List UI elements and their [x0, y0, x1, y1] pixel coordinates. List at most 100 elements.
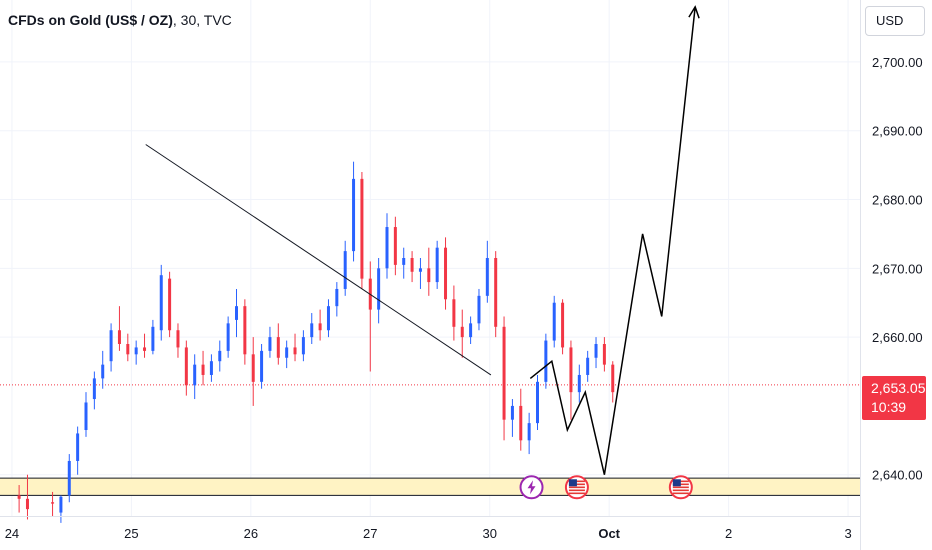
last-price-label: 2,653.05 10:39 [862, 376, 926, 420]
candle [494, 251, 498, 338]
candle [536, 374, 539, 430]
last-price-value: 2,653.05 [871, 380, 926, 396]
flag-canton [568, 479, 577, 487]
candle [577, 364, 581, 403]
candle [226, 316, 230, 358]
candle-body [76, 433, 80, 461]
time-tick-label: 30 [482, 526, 496, 541]
candle [519, 388, 523, 451]
price-axis[interactable]: 2,700.00 2,690.00 2,680.00 2,670.00 2,660.00… [872, 55, 923, 483]
candle [343, 240, 347, 296]
candle [143, 333, 147, 358]
lightning-event-icon[interactable] [519, 475, 544, 500]
candle-body [218, 350, 222, 362]
time-axis[interactable]: 24 25 26 27 30 Oct 2 3 [5, 526, 852, 541]
candle [276, 323, 280, 365]
candle [352, 161, 356, 262]
candle [368, 261, 372, 372]
time-tick-label: 3 [844, 526, 851, 541]
candle-body [168, 278, 172, 331]
candle-body [293, 347, 297, 355]
candle-body [201, 364, 205, 375]
candle-body [360, 178, 364, 279]
candle-body [209, 361, 213, 375]
candle [59, 495, 63, 523]
bar-countdown: 10:39 [871, 399, 907, 415]
candle-body [193, 364, 197, 386]
candle [569, 340, 573, 420]
candle [586, 350, 590, 382]
us-flag-event-icon[interactable] [564, 475, 589, 500]
candle-body [301, 337, 305, 355]
flag-canton [672, 479, 681, 487]
event-markers [519, 475, 693, 500]
candle-body [510, 405, 514, 420]
currency-button[interactable]: USD [865, 6, 925, 36]
candle-body [343, 251, 347, 289]
candle [444, 237, 448, 310]
candle [427, 247, 431, 296]
candle-body [285, 347, 289, 358]
candle-body [594, 344, 598, 358]
candle-body [519, 405, 523, 441]
candle-body [318, 323, 322, 331]
price-tick-label: 2,680.00 [872, 193, 923, 208]
candle [385, 213, 389, 279]
candle [477, 288, 481, 331]
time-tick-label: 25 [124, 526, 138, 541]
flag-stripe [672, 489, 689, 492]
candle [17, 485, 21, 513]
candle-body [402, 258, 406, 265]
candle [193, 354, 197, 400]
us-flag-event-icon[interactable] [668, 475, 693, 500]
symbol-name: CFDs on Gold (US$ / OZ) [8, 12, 173, 28]
descending-trendline[interactable] [145, 144, 492, 376]
candle-body [385, 227, 389, 269]
flag-stripe [568, 489, 585, 492]
time-tick-label: 24 [5, 526, 19, 541]
candle [318, 309, 322, 341]
candle [502, 316, 506, 441]
candle [51, 491, 55, 516]
candle-body [410, 258, 414, 272]
candle-body [126, 344, 130, 355]
candle-body [176, 330, 180, 348]
candle-body [602, 344, 606, 365]
candle-body [393, 227, 397, 265]
candle-body [460, 326, 464, 338]
candle [485, 240, 489, 303]
candle-body [485, 258, 489, 296]
price-tick-label: 2,640.00 [872, 468, 923, 483]
candle-body [310, 323, 314, 338]
candle [235, 288, 238, 338]
candle [151, 319, 155, 355]
candle-body [586, 357, 590, 375]
projection-path[interactable] [529, 6, 696, 475]
candle-body [569, 347, 573, 393]
candle-body [494, 258, 498, 327]
candle [176, 323, 180, 358]
candle-body [243, 306, 247, 355]
candle [134, 340, 138, 365]
candle-body [418, 268, 422, 272]
support-zone [0, 478, 860, 496]
candle-body [469, 323, 473, 338]
candle [260, 344, 264, 389]
candle [25, 474, 29, 520]
symbol-details: , 30, TVC [172, 12, 232, 28]
candle-body [226, 323, 230, 351]
flag-stripe [672, 492, 689, 495]
candle [243, 299, 247, 365]
candle-body [143, 347, 147, 351]
candle-body [109, 330, 113, 362]
time-tick-label: Oct [598, 526, 620, 541]
candle-body [92, 378, 96, 400]
candle-body [452, 299, 456, 327]
candle-body [235, 306, 238, 320]
time-tick-label: 26 [244, 526, 258, 541]
candle [285, 340, 289, 369]
candle [527, 412, 531, 455]
candle [410, 251, 414, 283]
flag-stripe [568, 486, 585, 489]
